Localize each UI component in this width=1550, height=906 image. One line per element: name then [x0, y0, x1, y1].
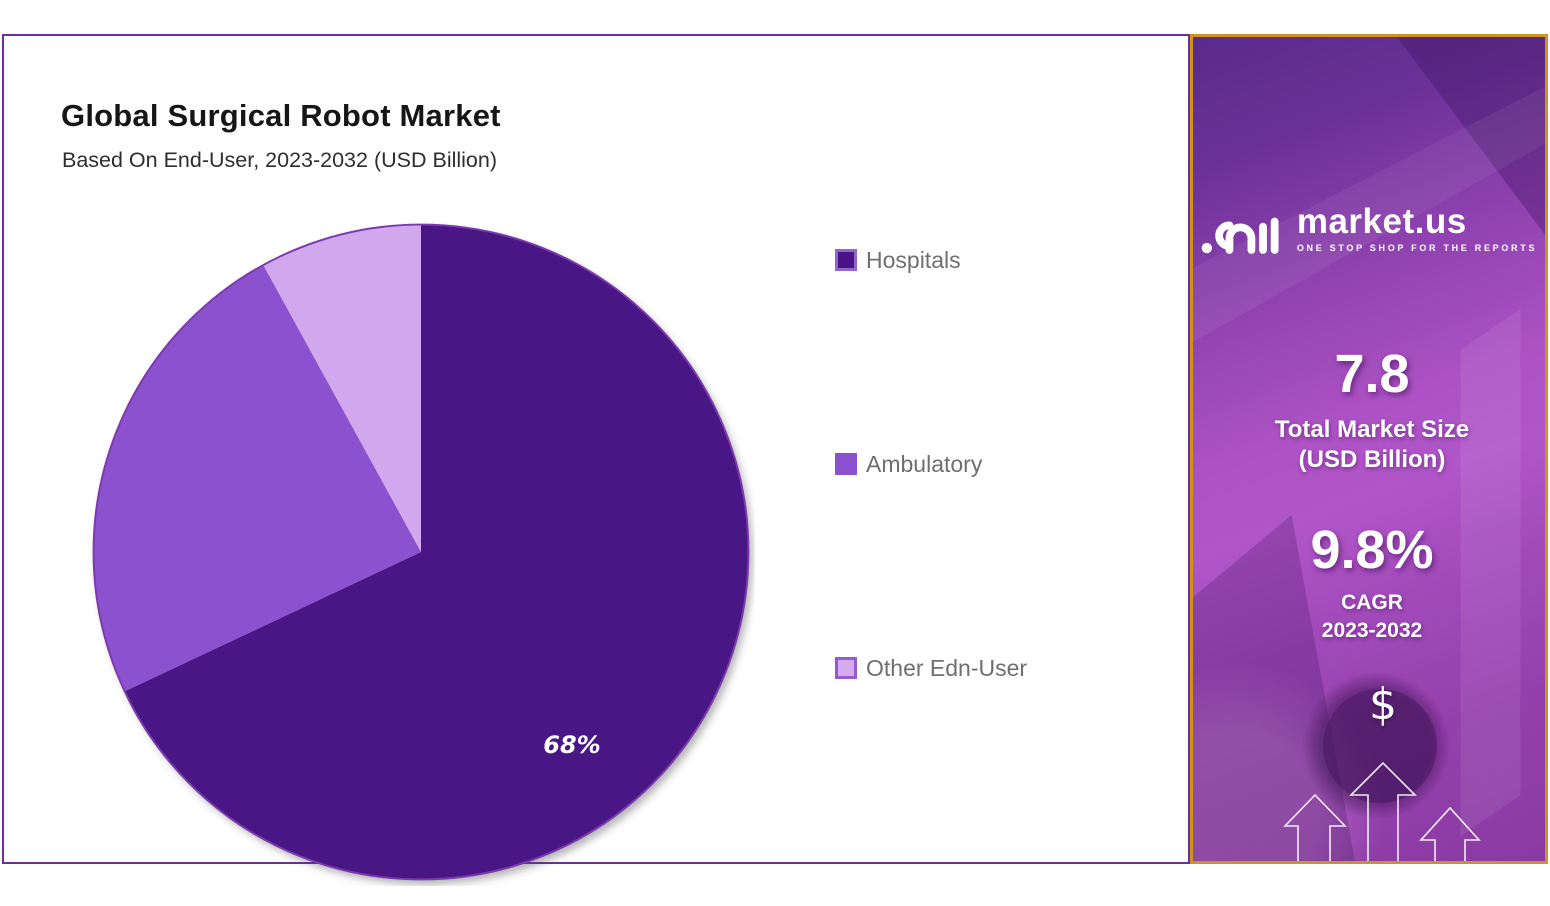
- legend-item-other-end-user: Other Edn-User: [835, 654, 1027, 682]
- pie-chart: [87, 218, 755, 886]
- page-subtitle: Based On End-User, 2023-2032 (USD Billio…: [62, 148, 497, 172]
- stat-label-line: CAGR: [1341, 591, 1403, 614]
- total-market-size-value: 7.8: [1334, 344, 1410, 404]
- page-title: Global Surgical Robot Market: [61, 98, 501, 133]
- market-us-logo: market.us ONE STOP SHOP FOR THE REPORTS: [1193, 195, 1545, 261]
- cagr-value: 9.8%: [1310, 520, 1434, 580]
- chart-board: Global Surgical Robot Market Based On En…: [2, 34, 1190, 881]
- legend-marker: [835, 657, 857, 679]
- camera-lens-shape: [1323, 689, 1437, 803]
- panel-bg-shape: [1460, 308, 1521, 837]
- total-market-size-label: Total Market Size (USD Billion): [1207, 415, 1537, 475]
- legend-label: Hospitals: [866, 246, 961, 273]
- brand-side-panel: market.us ONE STOP SHOP FOR THE REPORTS …: [1190, 34, 1548, 864]
- pie-slice-other-edn-user: [263, 224, 421, 552]
- legend-item-hospitals: Hospitals: [835, 246, 961, 274]
- pie-rim: [92, 223, 750, 881]
- legend-label: Ambulatory: [866, 450, 983, 477]
- dollar-sign: $: [1369, 679, 1397, 730]
- pie-chart-svg: [92, 223, 750, 881]
- growth-arrows-icon: [1283, 761, 1481, 861]
- stat-label-line: 2023-2032: [1321, 619, 1423, 642]
- market-stats: 7.8 Total Market Size (USD Billion) 9.8%…: [1207, 343, 1537, 645]
- stat-label-line: Total Market Size: [1274, 416, 1470, 443]
- legend-marker: [835, 453, 857, 475]
- pie-slices: [93, 224, 749, 880]
- market-us-logo-icon: [1201, 217, 1279, 254]
- stat-label-line: (USD Billion): [1298, 446, 1446, 473]
- logo-name: market.us: [1296, 201, 1467, 241]
- logo-tagline: ONE STOP SHOP FOR THE REPORTS: [1296, 242, 1538, 253]
- pie-slice-hospitals: [124, 224, 749, 880]
- legend-label: Other Edn-User: [866, 654, 1028, 681]
- legend-item-ambulatory: Ambulatory: [835, 450, 982, 478]
- cagr-label: CAGR 2023-2032: [1207, 589, 1537, 645]
- legend-marker: [835, 249, 857, 271]
- pie-slice-ambulatory: [93, 265, 421, 692]
- logo-text: market.us ONE STOP SHOP FOR THE REPORTS: [1296, 201, 1538, 253]
- pie-data-label: 68%: [543, 731, 601, 759]
